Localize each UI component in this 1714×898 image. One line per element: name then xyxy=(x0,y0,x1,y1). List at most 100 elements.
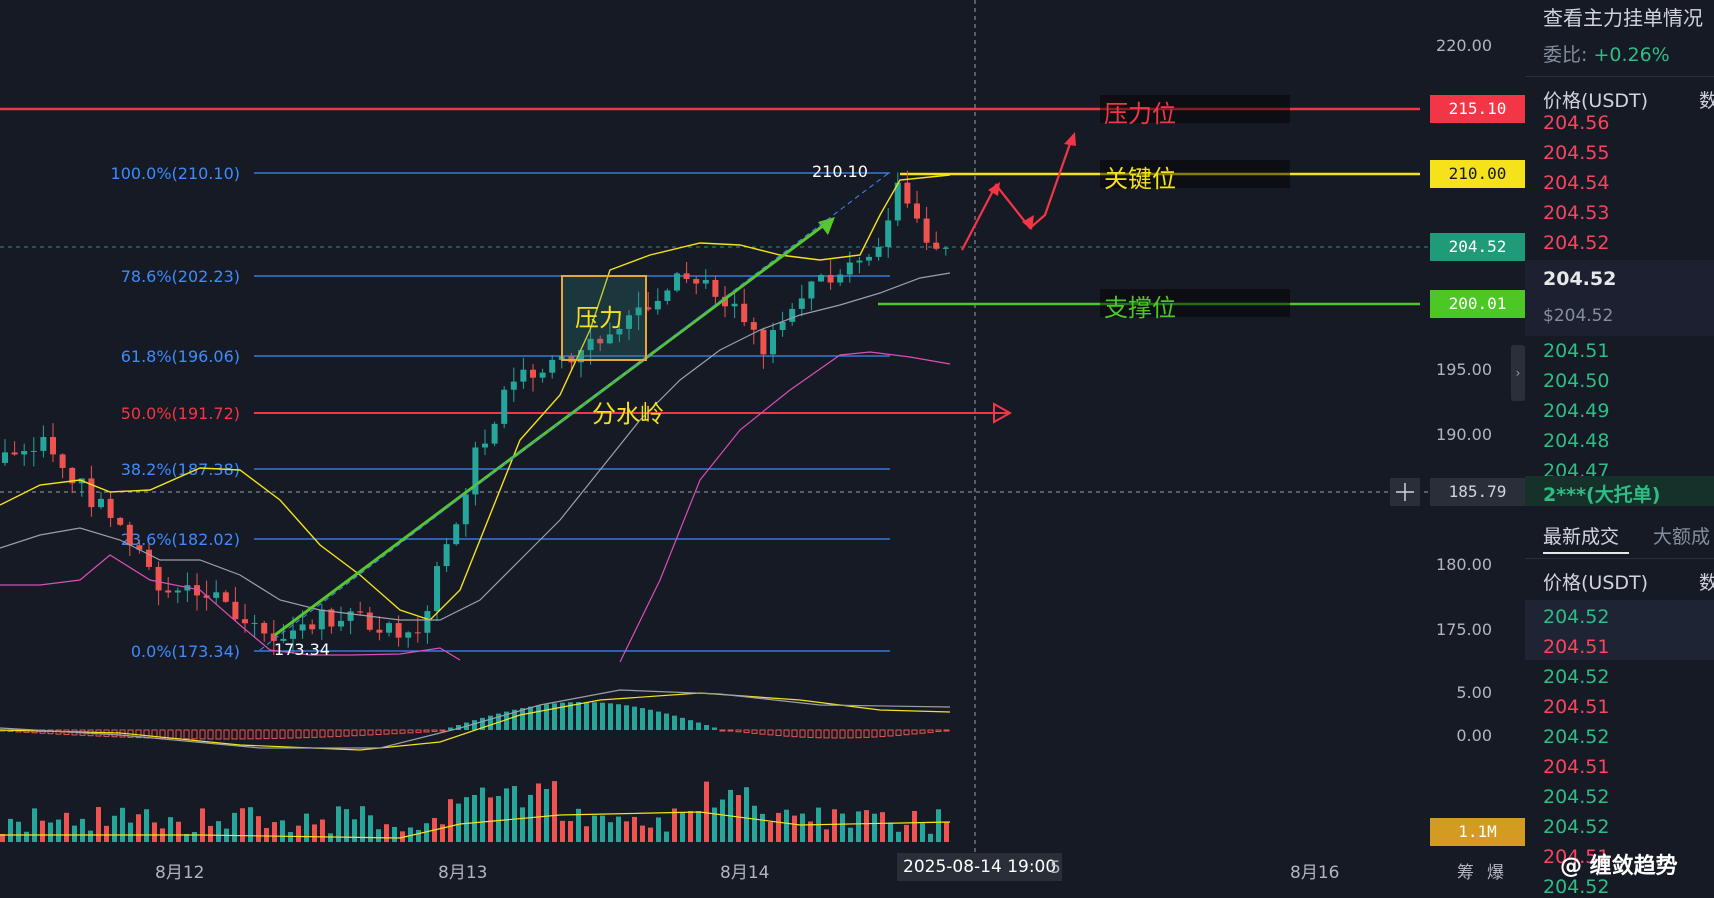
candle-body xyxy=(654,300,661,310)
trend-line xyxy=(274,220,829,637)
candle-body xyxy=(462,494,469,525)
volume-bar xyxy=(856,811,861,842)
trade-price: 204.51 xyxy=(1543,696,1610,718)
watermark: @ 缠敛趋势 xyxy=(1560,854,1678,879)
volume-bar xyxy=(800,813,805,842)
volume-bar xyxy=(784,809,789,842)
tab-latest-trades[interactable]: 最新成交 xyxy=(1543,526,1620,548)
macd-bar xyxy=(560,702,565,730)
candle-body xyxy=(194,585,200,596)
watershed-label: 分水岭 xyxy=(592,400,664,428)
price-axis-label: 215.10 xyxy=(1430,95,1525,123)
macd-bar xyxy=(448,727,453,730)
candle-body xyxy=(914,203,920,219)
macd-bar xyxy=(183,729,190,740)
candle-body xyxy=(386,623,392,633)
trade-price: 204.52 xyxy=(1543,606,1610,628)
candle-body xyxy=(587,338,594,351)
fib-label: 61.8%(196.06) xyxy=(121,347,240,366)
candle-body xyxy=(290,630,296,639)
volume-bar xyxy=(808,821,813,842)
candle-body xyxy=(50,437,56,455)
macd-bar xyxy=(367,729,374,736)
candle-body xyxy=(606,334,613,344)
volume-bar xyxy=(72,825,77,842)
volume-bar xyxy=(904,824,909,842)
volume-bar xyxy=(624,821,629,842)
ask-price[interactable]: 204.52 xyxy=(1543,232,1610,254)
macd-bar xyxy=(167,729,174,739)
bid-price[interactable]: 204.51 xyxy=(1543,340,1610,362)
macd-bar xyxy=(391,729,398,735)
volume-bar xyxy=(384,824,389,842)
qty-column-header: 数 xyxy=(1699,90,1714,112)
volume-bar xyxy=(32,808,37,842)
macd-bar xyxy=(223,729,230,740)
time-tick: 8月14 xyxy=(720,863,770,883)
volume-bar xyxy=(600,815,605,842)
volume-bar xyxy=(104,825,109,842)
price-axis-label: 204.52 xyxy=(1430,233,1525,261)
volume-bar xyxy=(760,813,765,842)
trades-price-header: 价格(USDT) xyxy=(1543,572,1649,594)
low-price-label: 173.34 xyxy=(274,640,330,659)
macd-bar xyxy=(879,729,886,738)
liquidation-button[interactable]: 爆 xyxy=(1487,863,1504,883)
volume-bar xyxy=(328,833,333,842)
candle-body xyxy=(136,545,143,550)
volume-bar xyxy=(552,781,557,842)
trade-price: 204.51 xyxy=(1543,756,1610,778)
candle-body xyxy=(338,620,344,627)
macd-bar xyxy=(231,729,238,740)
bid-price[interactable]: 204.50 xyxy=(1543,370,1610,392)
volume-bar xyxy=(208,825,213,842)
bid-price[interactable]: 204.48 xyxy=(1543,430,1610,452)
bid-price[interactable]: 204.49 xyxy=(1543,400,1610,422)
macd-bar xyxy=(351,729,358,737)
ask-price[interactable]: 204.55 xyxy=(1543,142,1610,164)
macd-bar xyxy=(263,729,270,740)
volume-bar xyxy=(832,809,837,842)
macd-bar xyxy=(656,711,661,730)
collapse-handle[interactable]: › xyxy=(1511,345,1525,401)
volume-bar xyxy=(504,788,509,842)
volume-bar xyxy=(840,813,845,842)
chip-distribution-button[interactable]: 筹 xyxy=(1457,863,1474,883)
volume-bar xyxy=(56,819,61,842)
candle-body xyxy=(760,329,767,355)
macd-bar xyxy=(887,729,894,737)
volume-bar xyxy=(912,810,917,842)
ask-price[interactable]: 204.53 xyxy=(1543,202,1610,224)
ask-price[interactable]: 204.54 xyxy=(1543,172,1610,194)
ask-price[interactable]: 204.56 xyxy=(1543,112,1610,134)
trade-price: 204.52 xyxy=(1543,786,1610,808)
macd-bar xyxy=(343,729,350,737)
macd-bar xyxy=(399,729,406,734)
macd-bar xyxy=(767,729,774,736)
trades-qty-header: 数 xyxy=(1699,572,1714,594)
macd-bar xyxy=(855,729,862,739)
candle-body xyxy=(213,592,220,598)
volume-bar xyxy=(544,788,549,842)
volume-bar xyxy=(112,815,117,842)
candle-body xyxy=(520,369,527,382)
candle-body xyxy=(530,369,536,378)
macd-bar xyxy=(815,729,822,739)
price-tick: 175.00 xyxy=(1436,620,1492,639)
volume-bar xyxy=(24,831,29,842)
candle-body xyxy=(597,338,604,344)
candle-body xyxy=(395,623,402,638)
macd-bar xyxy=(863,729,870,738)
volume-bar xyxy=(824,829,829,842)
candle-body xyxy=(904,182,911,204)
candle-body xyxy=(942,247,949,249)
volume-bar xyxy=(632,816,637,842)
volume-bar xyxy=(592,815,597,842)
macd-bar xyxy=(712,727,717,730)
volume-bar xyxy=(152,822,157,842)
macd-bar xyxy=(688,720,693,730)
tab-large-trades[interactable]: 大额成 xyxy=(1653,526,1711,548)
macd-bar xyxy=(624,705,629,730)
candle-body xyxy=(21,451,28,455)
